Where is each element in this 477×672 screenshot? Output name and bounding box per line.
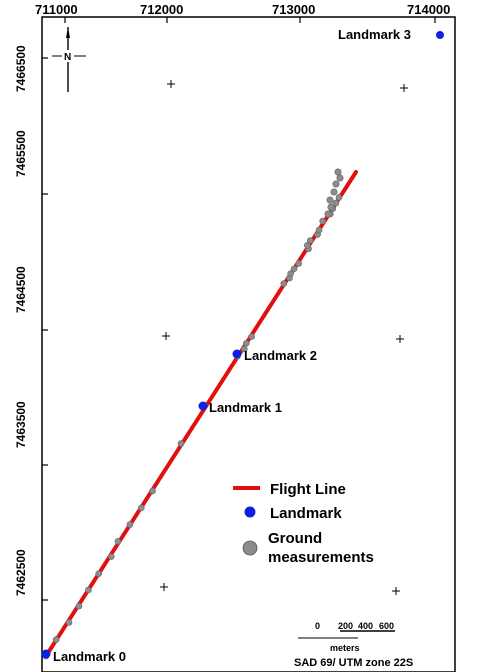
x-tick-label: 711000 — [35, 2, 78, 17]
x-axis-ticks: 711000 712000 713000 714000 — [35, 2, 450, 23]
ground-measurement-point — [290, 265, 298, 273]
grid-crosses — [160, 80, 408, 595]
ground-measurement-point — [315, 226, 323, 234]
ground-measurement-point — [75, 602, 83, 610]
legend-flight-line-label: Flight Line — [270, 481, 346, 498]
north-arrow: N — [52, 27, 86, 92]
ground-measurement-point — [243, 339, 250, 347]
ground-measurement-point — [114, 538, 122, 545]
legend-ground-swatch — [242, 540, 258, 556]
ground-measurement-point — [108, 553, 115, 560]
scale-tick-label: 200 — [338, 621, 353, 631]
ground-measurement-point — [306, 237, 314, 244]
ground-measurement-point — [65, 619, 73, 626]
scale-tick-label: 400 — [358, 621, 373, 631]
ground-measurement-point — [287, 270, 294, 278]
ground-measurement-point — [332, 180, 340, 188]
legend: Flight Line Landmark Ground measurements — [233, 481, 374, 566]
ground-measurement-point — [248, 333, 255, 340]
ground-measurement-point — [332, 199, 340, 207]
scale-tick-label: 600 — [379, 621, 394, 631]
ground-measurement-point — [149, 487, 156, 495]
ground-measurement-point — [303, 242, 311, 249]
ground-measurements — [42, 168, 344, 660]
ground-measurement-point — [324, 210, 332, 218]
landmark-1-label: Landmark 1 — [209, 400, 282, 415]
legend-ground-label-1: Ground — [268, 530, 322, 547]
north-label: N — [64, 52, 71, 63]
x-tick-label: 713000 — [272, 2, 315, 17]
legend-landmark-label: Landmark — [270, 505, 342, 522]
legend-landmark-swatch — [244, 506, 256, 518]
y-tick-label: 7465500 — [14, 130, 28, 177]
x-tick-label: 712000 — [140, 2, 183, 17]
ground-measurement-point — [336, 174, 344, 182]
crs-label: SAD 69/ UTM zone 22S — [294, 657, 413, 669]
landmark-2-label: Landmark 2 — [244, 348, 317, 363]
ground-measurement-point — [327, 203, 335, 211]
ground-measurement-point — [326, 196, 334, 204]
y-tick-label: 7463500 — [14, 401, 28, 448]
landmark-3-label: Landmark 3 — [338, 27, 411, 42]
scale-tick-label: 0 — [315, 621, 320, 631]
scale-bar: 0 200 400 600 meters — [298, 621, 395, 653]
landmark-1-marker — [198, 401, 208, 411]
landmarks: Landmark 0 Landmark 1 Landmark 2 Landmar… — [41, 27, 444, 664]
ground-measurement-point — [95, 570, 102, 578]
ground-measurement-point — [138, 504, 145, 512]
ground-measurement-point — [280, 280, 288, 287]
ground-measurement-point — [241, 345, 248, 353]
ground-measurement-point — [126, 521, 134, 528]
ground-measurement-point — [330, 188, 338, 196]
y-tick-label: 7462500 — [14, 549, 28, 596]
scale-unit: meters — [330, 643, 360, 653]
landmark-2-marker — [232, 349, 242, 359]
ground-measurement-point — [335, 194, 343, 201]
ground-measurement-point — [334, 168, 342, 176]
legend-ground-label-2: measurements — [268, 549, 374, 566]
ground-measurement-point — [295, 260, 303, 267]
landmark-3-marker — [436, 31, 444, 39]
y-tick-label: 7464500 — [14, 266, 28, 313]
y-tick-label: 7466500 — [14, 45, 28, 92]
landmark-0-label: Landmark 0 — [53, 649, 126, 664]
x-tick-label: 714000 — [407, 2, 450, 17]
landmark-0-marker — [41, 649, 51, 659]
ground-measurement-point — [319, 217, 327, 225]
y-axis-ticks: 7466500 7465500 7464500 7463500 7462500 — [14, 45, 48, 601]
ground-measurement-point — [85, 586, 92, 594]
ground-measurement-point — [52, 636, 60, 643]
ground-measurement-point — [177, 440, 185, 447]
